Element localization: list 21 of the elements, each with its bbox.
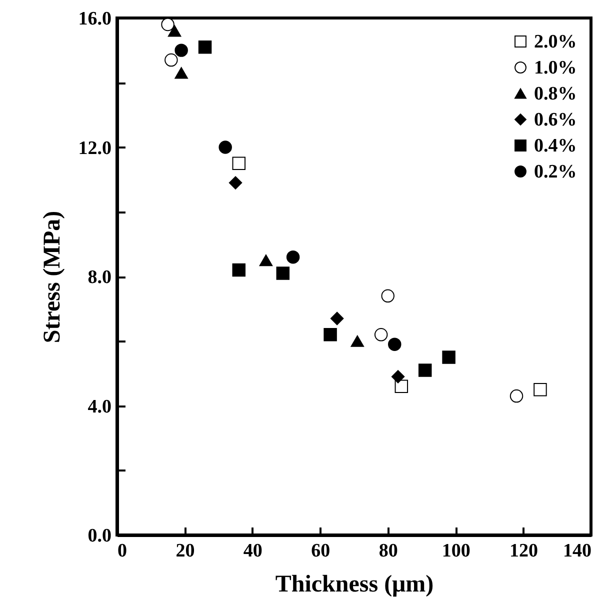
y-tick-label: 4.0 [88,396,112,418]
x-tick-label: 80 [378,540,398,562]
x-tick-label: 120 [510,540,538,562]
y-tick-label: 16.0 [78,8,112,30]
legend-label: 2.0% [534,32,577,52]
legend-label: 0.2% [534,162,577,182]
x-tick-label: 40 [243,540,262,562]
x-axis-title: Thickness (μm) [275,572,434,598]
y-axis-title: Stress (MPa) [39,210,66,344]
x-tick-label: 0 [118,540,127,562]
x-tick-label: 20 [176,540,195,562]
legend-label: 0.8% [534,84,577,104]
x-tick-label: 100 [442,540,470,562]
legend-label: 0.4% [534,136,577,156]
y-tick-label: 0.0 [88,526,112,546]
x-tick-label: 140 [563,540,592,562]
legend-label: 1.0% [534,58,577,78]
y-tick-label: 12.0 [78,138,112,159]
x-tick-label: 60 [311,540,330,562]
legend-label: 0.6% [534,110,577,130]
y-tick-label: 8.0 [88,267,112,288]
